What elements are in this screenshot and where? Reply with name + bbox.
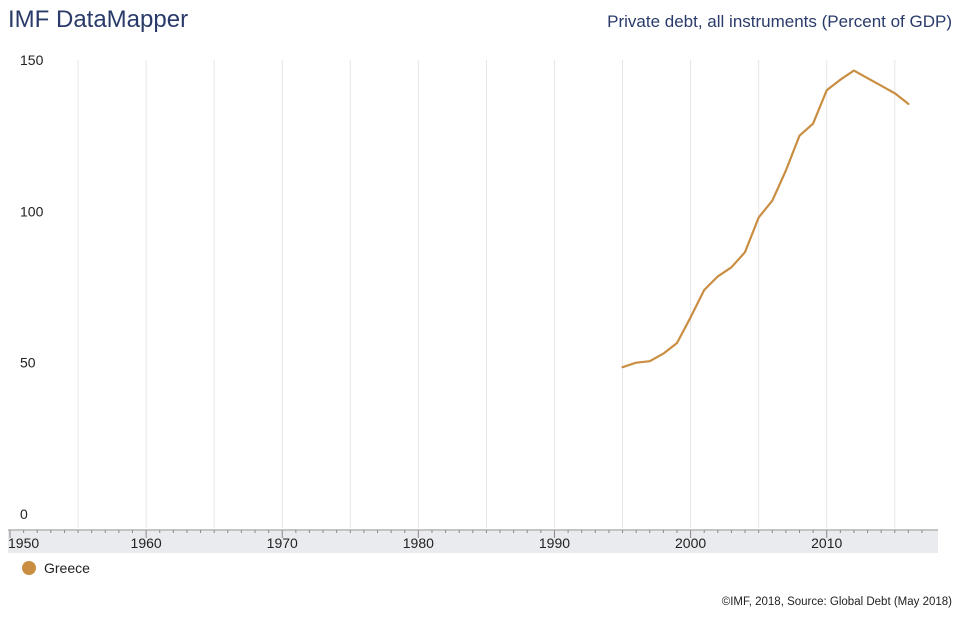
indicator-title: Private debt, all instruments (Percent o… <box>607 12 952 31</box>
x-tick-label-1970: 1970 <box>267 535 298 551</box>
y-tick-label-0: 0 <box>20 506 28 522</box>
brand-title: IMF DataMapper <box>8 6 189 33</box>
x-tick-label-2010: 2010 <box>811 535 842 551</box>
legend[interactable]: Greece <box>22 560 90 576</box>
legend-swatch <box>22 561 36 575</box>
x-tick-label-2000: 2000 <box>675 535 706 551</box>
x-tick-label-1950: 1950 <box>8 535 39 551</box>
x-tick-label-1990: 1990 <box>539 535 570 551</box>
x-tick-label-1980: 1980 <box>403 535 434 551</box>
legend-label-greece: Greece <box>44 560 90 576</box>
x-tick-label-1960: 1960 <box>131 535 162 551</box>
series-line-greece <box>621 69 910 369</box>
x-axis-band <box>8 531 938 553</box>
y-tick-label-100: 100 <box>20 203 44 219</box>
y-tick-label-50: 50 <box>20 355 36 371</box>
source-credit: ©IMF, 2018, Source: Global Debt (May 201… <box>721 596 952 608</box>
y-tick-label-150: 150 <box>20 52 44 68</box>
